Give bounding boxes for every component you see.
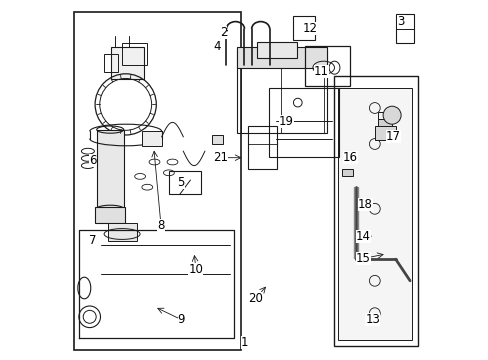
Circle shape xyxy=(382,106,400,124)
Bar xyxy=(268,88,339,157)
Text: 20: 20 xyxy=(248,292,263,305)
Text: 2: 2 xyxy=(220,26,227,39)
Bar xyxy=(237,50,326,133)
Bar xyxy=(377,112,389,119)
Bar xyxy=(168,171,201,194)
Bar xyxy=(95,207,124,223)
Bar xyxy=(333,76,418,346)
Bar xyxy=(374,126,396,140)
Bar xyxy=(104,54,118,72)
Text: 13: 13 xyxy=(365,313,379,326)
Bar xyxy=(237,47,326,68)
Bar xyxy=(74,12,240,350)
Bar xyxy=(212,135,223,144)
Text: 15: 15 xyxy=(355,252,370,265)
Text: 11: 11 xyxy=(313,65,328,78)
Bar xyxy=(395,14,413,43)
Text: 8: 8 xyxy=(157,219,164,232)
Text: 18: 18 xyxy=(357,198,372,211)
Text: 7: 7 xyxy=(89,234,96,247)
Text: 12: 12 xyxy=(302,22,317,35)
Text: 17: 17 xyxy=(385,130,400,143)
Text: 10: 10 xyxy=(188,263,203,276)
Text: 4: 4 xyxy=(213,40,221,53)
Text: 3: 3 xyxy=(397,15,404,28)
Text: 1: 1 xyxy=(240,336,248,349)
Text: 5: 5 xyxy=(177,176,184,189)
Bar xyxy=(305,46,349,86)
Bar xyxy=(342,169,352,176)
Text: 16: 16 xyxy=(342,151,357,164)
Bar xyxy=(292,16,314,40)
Bar xyxy=(247,126,276,169)
Bar xyxy=(107,223,136,241)
Text: 6: 6 xyxy=(89,154,96,167)
Bar xyxy=(97,130,123,209)
Text: 14: 14 xyxy=(355,230,370,243)
Text: 19: 19 xyxy=(278,115,293,128)
Text: 21: 21 xyxy=(213,151,228,164)
Text: 9: 9 xyxy=(177,313,185,326)
Bar xyxy=(111,47,143,79)
Bar xyxy=(337,88,411,340)
Bar xyxy=(257,42,296,58)
Bar xyxy=(122,43,147,65)
Bar xyxy=(142,131,162,146)
Bar xyxy=(377,119,391,130)
